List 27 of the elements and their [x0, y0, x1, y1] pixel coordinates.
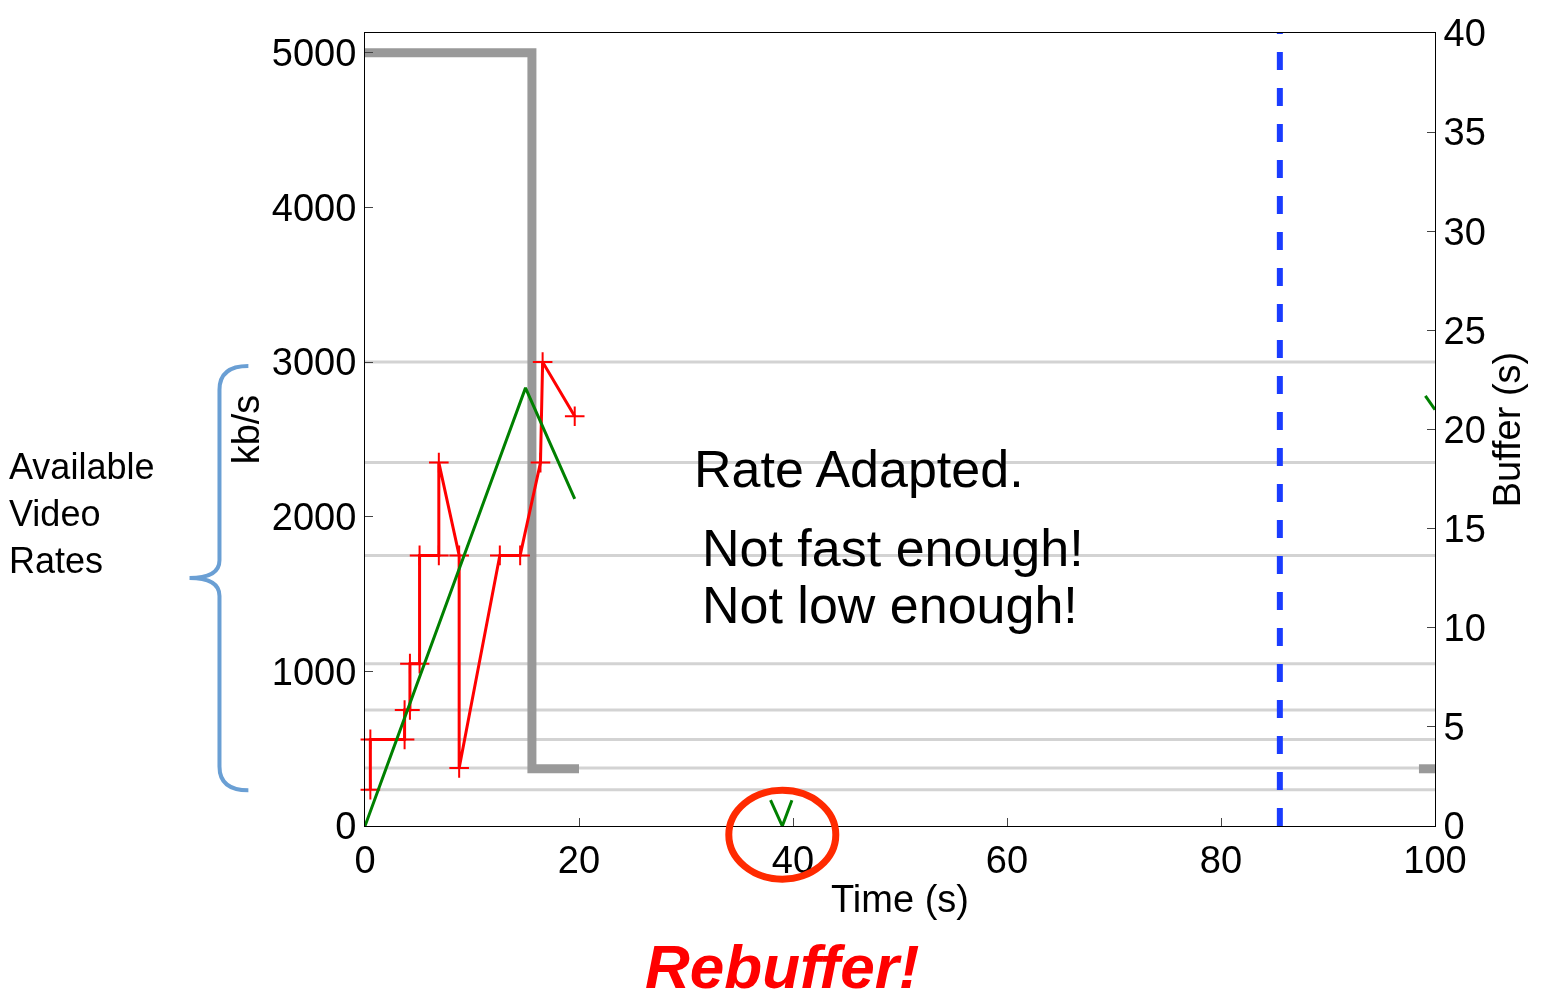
y2-tick-label: 20	[1443, 408, 1486, 451]
y2-tick-label: 30	[1443, 210, 1486, 253]
annotation: Rate Adapted.	[694, 440, 1024, 498]
x-tick-label: 20	[557, 838, 601, 881]
y-tick-label: 4000	[271, 186, 357, 229]
x-tick-label: 60	[985, 838, 1029, 881]
annotation: Rebuffer!	[645, 932, 920, 1001]
annotation: Not low enough!	[702, 576, 1078, 634]
y-tick-label: 2000	[271, 496, 357, 539]
x-tick-label: 100	[1403, 838, 1467, 881]
x-tick-label: 80	[1199, 838, 1243, 881]
y2-tick-label: 40	[1443, 12, 1486, 55]
x-axis-title: Time (s)	[831, 877, 969, 920]
y-tick-label: 0	[335, 805, 357, 848]
y2-tick-label: 35	[1443, 111, 1486, 154]
y-axis-title: kb/s	[225, 394, 268, 465]
y-tick-label: 3000	[271, 341, 357, 384]
text: Available Video Rates	[9, 446, 155, 581]
y2-tick-label: 25	[1443, 309, 1486, 352]
x-tick-label: 40	[771, 838, 815, 881]
annotation: Not fast enough!	[702, 519, 1084, 577]
y2-tick-label: 10	[1443, 607, 1486, 650]
y-tick-label: 5000	[271, 32, 357, 75]
y-tick-label: 1000	[271, 650, 357, 693]
y2-tick-label: 5	[1443, 706, 1465, 749]
y2-axis-title: Buffer (s)	[1485, 351, 1528, 508]
y2-tick-label: 15	[1443, 507, 1486, 550]
